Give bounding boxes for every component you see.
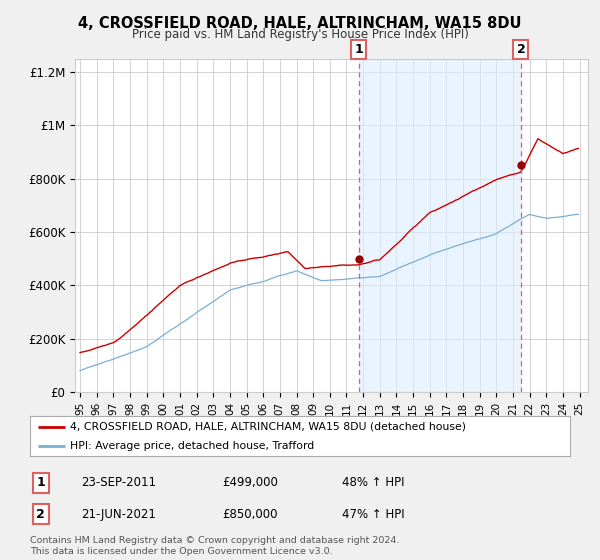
Text: 2: 2 bbox=[37, 507, 45, 521]
Text: 1: 1 bbox=[37, 476, 45, 489]
Text: 4, CROSSFIELD ROAD, HALE, ALTRINCHAM, WA15 8DU: 4, CROSSFIELD ROAD, HALE, ALTRINCHAM, WA… bbox=[78, 16, 522, 31]
Text: 21-JUN-2021: 21-JUN-2021 bbox=[81, 507, 156, 521]
Text: 47% ↑ HPI: 47% ↑ HPI bbox=[342, 507, 404, 521]
Text: Price paid vs. HM Land Registry's House Price Index (HPI): Price paid vs. HM Land Registry's House … bbox=[131, 28, 469, 41]
Text: 2: 2 bbox=[517, 43, 525, 56]
Text: 4, CROSSFIELD ROAD, HALE, ALTRINCHAM, WA15 8DU (detached house): 4, CROSSFIELD ROAD, HALE, ALTRINCHAM, WA… bbox=[71, 422, 467, 432]
Text: 48% ↑ HPI: 48% ↑ HPI bbox=[342, 476, 404, 489]
Text: £850,000: £850,000 bbox=[222, 507, 277, 521]
Text: 1: 1 bbox=[354, 43, 363, 56]
Text: Contains HM Land Registry data © Crown copyright and database right 2024.
This d: Contains HM Land Registry data © Crown c… bbox=[30, 536, 400, 556]
Bar bbox=[359, 59, 521, 392]
Text: £499,000: £499,000 bbox=[222, 476, 278, 489]
Text: HPI: Average price, detached house, Trafford: HPI: Average price, detached house, Traf… bbox=[71, 441, 315, 450]
Text: 23-SEP-2011: 23-SEP-2011 bbox=[81, 476, 156, 489]
